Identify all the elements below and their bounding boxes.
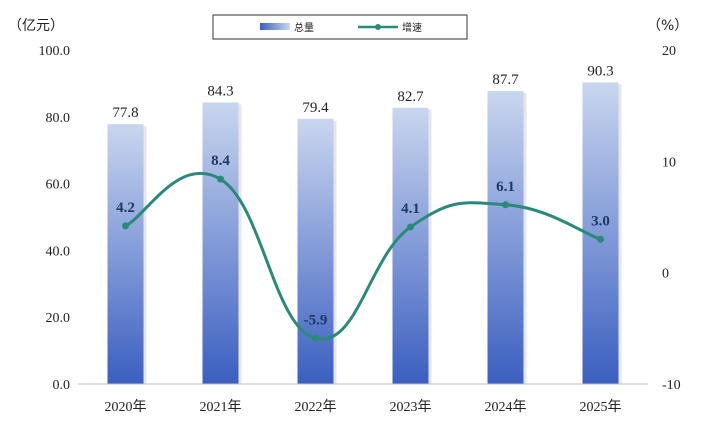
growth-value-label: -5.9	[304, 312, 328, 328]
bar	[107, 124, 144, 384]
bar-value-label: 82.7	[397, 89, 424, 105]
left-tick-label: 80.0	[46, 111, 71, 126]
bar-value-label: 87.7	[492, 72, 519, 88]
bar-value-labels: 77.8 84.3 79.4 82.7 87.7 90.3	[112, 63, 613, 121]
bar-value-label: 77.8	[112, 105, 138, 121]
x-tick-label: 2023年	[390, 399, 432, 415]
legend-label-bar: 总量	[294, 21, 314, 34]
growth-marker	[502, 201, 509, 209]
x-tick-label: 2022年	[295, 399, 337, 415]
x-axis-labels: 2020年 2021年 2022年 2023年 2024年 2025年	[105, 399, 622, 415]
growth-marker	[597, 235, 604, 243]
bar	[297, 118, 334, 384]
right-axis-ticks: -10 0 10 20	[662, 44, 681, 393]
x-tick-label: 2020年	[105, 399, 147, 415]
left-axis-unit: （亿元）	[8, 18, 64, 34]
growth-marker	[217, 175, 224, 183]
growth-rate-line	[124, 171, 602, 341]
bar	[202, 102, 239, 385]
right-axis-unit: （%）	[647, 18, 688, 34]
bar	[392, 107, 429, 385]
x-tick-label: 2025年	[580, 399, 622, 415]
legend-label-line: 增速	[402, 21, 422, 34]
left-tick-label: 0.0	[53, 378, 71, 393]
legend: 总量 增速	[212, 14, 468, 40]
right-tick-label: 10	[662, 155, 676, 170]
left-tick-label: 60.0	[46, 178, 71, 193]
right-tick-label: -10	[662, 378, 681, 393]
growth-rate-labels: 4.2 8.4 -5.9 4.1 6.1 3.0	[116, 153, 610, 328]
x-tick-label: 2021年	[200, 399, 242, 415]
left-tick-label: 40.0	[46, 244, 71, 259]
growth-value-label: 3.0	[591, 213, 610, 229]
x-tick-label: 2024年	[485, 399, 527, 415]
growth-marker	[122, 222, 129, 230]
left-tick-label: 20.0	[46, 311, 71, 326]
bar-value-label: 90.3	[587, 63, 613, 79]
right-tick-label: 0	[662, 267, 669, 282]
growth-value-label: 4.2	[116, 200, 135, 216]
growth-marker	[407, 223, 414, 231]
growth-rate-markers	[122, 175, 604, 342]
right-tick-label: 20	[662, 44, 676, 59]
legend-marker-line	[375, 24, 381, 30]
left-tick-label: 100.0	[39, 44, 71, 59]
legend-box	[212, 14, 468, 40]
bar-value-label: 84.3	[207, 83, 233, 99]
growth-value-label: 4.1	[401, 201, 420, 217]
growth-marker	[312, 334, 319, 342]
bars	[107, 82, 622, 385]
left-axis-ticks: 0.0 20.0 40.0 60.0 80.0 100.0	[39, 44, 71, 393]
bar-value-label: 79.4	[302, 100, 329, 116]
legend-swatch-bar	[260, 23, 290, 30]
growth-value-label: 6.1	[496, 179, 515, 195]
bar	[487, 91, 524, 384]
growth-value-label: 8.4	[211, 153, 230, 169]
